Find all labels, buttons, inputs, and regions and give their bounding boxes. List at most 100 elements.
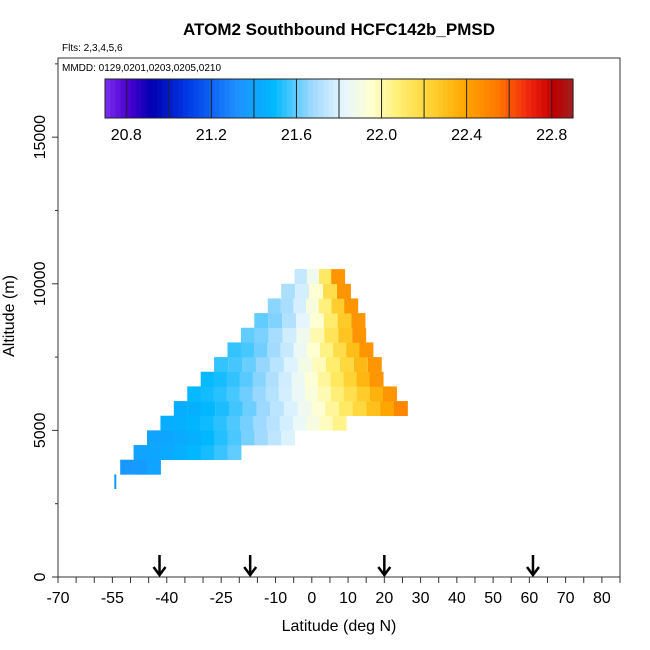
data-cell [319,342,334,358]
data-cell [280,342,295,358]
data-cell [226,415,241,431]
data-cell [214,430,229,446]
arrows [152,555,540,578]
data-cell [147,430,161,446]
latitude-arrow [243,555,258,578]
colorbar-swatch [255,79,262,118]
x-tick-label: -40 [155,590,178,607]
colorbar-swatch [224,79,231,118]
colorbar-swatch [365,79,371,118]
data-cell [254,430,269,446]
colorbar-swatch [557,79,564,118]
colorbar-swatch [370,79,376,118]
colorbar-swatch [521,79,527,118]
colorbar-swatch [391,79,397,118]
x-axis-label: Latitude (deg N) [282,618,397,635]
data-cell [187,430,202,446]
data-cell [324,327,339,343]
data-cell [228,357,242,373]
data-cell [317,371,332,387]
colorbar-swatch [552,79,558,118]
data-cell [367,357,382,373]
colorbar-swatch [417,79,423,118]
colorbar-swatch [474,79,480,118]
data-cell [254,327,269,343]
data-cell [213,371,228,387]
colorbar-swatch [443,79,449,118]
colorbar-swatch [120,79,127,118]
y-tick-label: 0 [32,572,49,581]
data-cell [353,357,368,373]
data-cell [338,327,353,343]
colorbar-swatch [151,79,158,118]
data-cell [306,342,321,358]
colorbar-swatch [276,79,283,118]
data-cell [283,401,298,417]
data-cell [228,401,243,417]
data-cell [266,415,281,431]
colorbar-swatch [271,79,278,118]
data-cell [306,415,321,431]
data-cell [292,415,307,431]
colorbar-swatch [328,79,335,118]
data-cell [330,371,345,387]
colorbar-tick-label: 22.0 [366,127,397,144]
data-cell [239,415,254,431]
colorbar-swatch [495,79,501,118]
data-cell [352,401,367,417]
colorbar-swatch [427,79,434,118]
colorbar-swatch [448,79,454,118]
x-tick-label: 20 [375,590,393,607]
data-cell [281,430,296,446]
data-cell [295,313,310,329]
data-cell [282,313,297,329]
colorbar-swatch [177,79,184,118]
colorbar-swatch [339,79,345,118]
data-cell [306,298,320,314]
colorbar-swatch [235,79,241,118]
x-tick-label: 40 [448,590,466,607]
data-cell [133,445,148,461]
data-cell [323,313,338,329]
data-cell [242,401,257,417]
data-cell [338,401,353,417]
data-cell [270,401,285,417]
colorbar-swatch [209,79,215,118]
colorbar-swatch [266,79,272,118]
colorbar-swatch [401,79,408,118]
data-cell [160,445,175,461]
colorbar-swatch [183,79,189,118]
data-cell [268,327,283,343]
colorbar-swatch [261,79,267,118]
colorbar-swatch [411,79,418,118]
data-cell [200,415,215,431]
data-cell [310,327,325,343]
colorbar-swatch [287,79,293,118]
colorbar-swatch [302,79,309,118]
data-cell [317,386,332,402]
y-axis-label: Altitude (m) [1,275,18,357]
data-cell [309,313,324,329]
colorbar-swatch [406,79,413,118]
colorbar-swatch [297,79,304,118]
colorbar-swatch [214,79,220,118]
data-cell [283,357,298,373]
x-tick-label: -10 [264,590,287,607]
data-cell [133,459,148,475]
x-tick-label: 30 [412,590,430,607]
data-cell [173,415,188,431]
colorbar-swatch [359,79,366,118]
x-tick-label: -25 [210,590,233,607]
data-cell [268,313,283,329]
colorbar-swatch [531,79,538,118]
colorbar-swatch [489,79,496,118]
data-cell [278,371,293,387]
data-cell [186,415,201,431]
data-cell [352,327,367,343]
y-tick-label: 15000 [32,115,49,160]
data-cell [265,371,280,387]
x-tick-label: -70 [46,590,69,607]
data-cell [331,298,346,314]
colorbar-swatch [167,79,174,118]
data-cell [383,386,397,402]
